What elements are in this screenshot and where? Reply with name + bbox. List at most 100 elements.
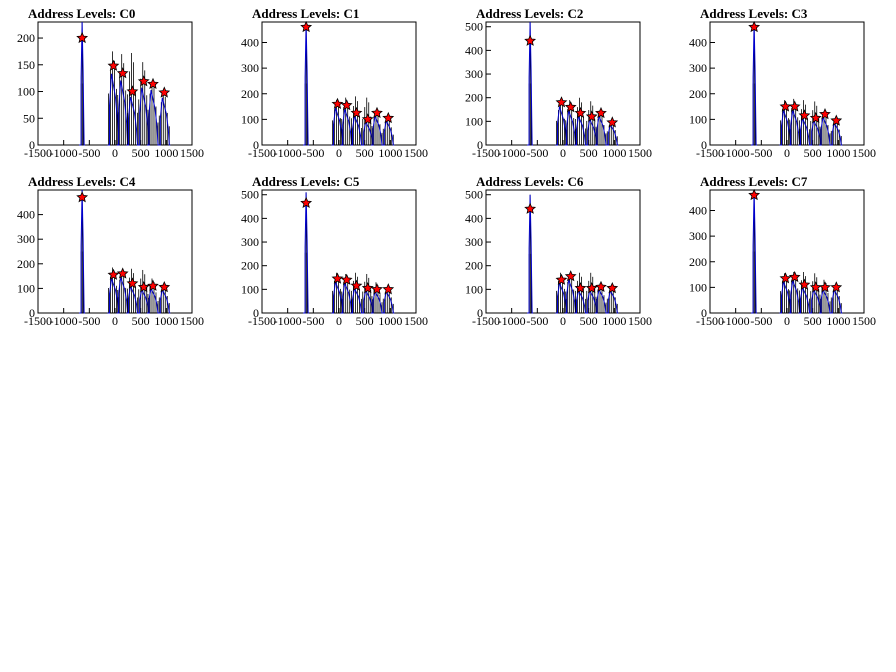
x-tick-label: -1000 bbox=[498, 146, 526, 160]
histogram-envelope bbox=[606, 123, 619, 146]
y-tick-label: 500 bbox=[241, 188, 259, 202]
y-tick-label: 0 bbox=[29, 138, 35, 152]
histogram-envelope bbox=[595, 288, 607, 314]
x-tick-label: 1000 bbox=[154, 146, 178, 160]
peak-marker bbox=[340, 273, 353, 285]
peak-marker bbox=[382, 111, 395, 124]
histogram-envelope bbox=[350, 286, 363, 314]
histogram-envelope bbox=[527, 21, 534, 146]
histogram-envelope bbox=[79, 189, 86, 314]
plot-frame bbox=[485, 189, 641, 314]
peak-marker bbox=[382, 283, 395, 295]
peak-marker bbox=[300, 20, 313, 33]
y-tick-label: 400 bbox=[465, 43, 483, 57]
histogram-envelope bbox=[819, 288, 831, 314]
peak-marker bbox=[779, 272, 792, 284]
y-tick-label: 100 bbox=[689, 280, 707, 294]
histogram-envelope bbox=[564, 110, 577, 146]
x-tick-label: 500 bbox=[580, 314, 598, 328]
histogram-envelope bbox=[303, 192, 310, 314]
x-tick-label: -1000 bbox=[274, 146, 302, 160]
x-tick-label: 0 bbox=[560, 146, 566, 160]
y-tick-label: 200 bbox=[465, 91, 483, 105]
chart-title: Address Levels: C6 bbox=[476, 174, 584, 189]
histogram-envelope bbox=[79, 21, 86, 146]
histogram-envelope bbox=[595, 114, 607, 146]
y-tick-label: 50 bbox=[23, 111, 35, 125]
histogram-envelope bbox=[350, 114, 363, 146]
x-tick-label: 1000 bbox=[378, 314, 402, 328]
y-tick-label: 400 bbox=[241, 36, 259, 50]
peak-marker bbox=[300, 196, 313, 209]
peak-marker bbox=[585, 110, 598, 122]
histogram-envelope bbox=[126, 284, 139, 314]
peak-marker bbox=[158, 281, 171, 293]
peak-marker bbox=[779, 100, 792, 112]
chart-panel-1: Address Levels: C1 0 100 200 300 400 -1500-100… bbox=[241, 6, 428, 160]
histogram-envelope bbox=[116, 80, 129, 146]
histogram-envelope bbox=[340, 281, 353, 314]
histogram-envelope bbox=[158, 288, 171, 314]
peak-marker bbox=[555, 273, 568, 285]
x-tick-label: -1000 bbox=[722, 146, 750, 160]
peak-marker bbox=[798, 278, 811, 290]
peak-marker bbox=[585, 282, 598, 294]
x-tick-label: -500 bbox=[302, 146, 324, 160]
peak-marker bbox=[606, 282, 619, 294]
x-tick-label: -1000 bbox=[50, 146, 78, 160]
x-tick-label: 0 bbox=[784, 314, 790, 328]
histogram-envelope bbox=[382, 290, 395, 314]
peak-marker bbox=[361, 282, 374, 294]
peak-marker bbox=[331, 272, 344, 284]
x-tick-label: 0 bbox=[112, 146, 118, 160]
chart-panel-5: Address Levels: C50100200300400500-1500-… bbox=[241, 174, 428, 328]
histogram-envelope bbox=[371, 114, 383, 146]
histogram-envelope bbox=[331, 280, 344, 314]
histogram-envelope bbox=[798, 116, 811, 146]
x-tick-label: -500 bbox=[526, 314, 548, 328]
peak-marker bbox=[524, 34, 537, 46]
peak-marker bbox=[340, 99, 353, 111]
y-tick-label: 400 bbox=[17, 208, 35, 222]
chart-panel-3: Address Levels: C3 0 100 200 300 400 -1500-100… bbox=[689, 6, 876, 160]
histogram-envelope bbox=[382, 119, 395, 146]
chart-title: Address Levels: C1 bbox=[252, 6, 359, 21]
y-tick-label: 200 bbox=[17, 257, 35, 271]
y-tick-label: 0 bbox=[701, 138, 707, 152]
histogram-envelope bbox=[574, 289, 587, 314]
y-tick-label: 100 bbox=[241, 112, 259, 126]
peak-marker bbox=[819, 107, 831, 120]
peak-marker bbox=[819, 281, 831, 293]
plot-frame bbox=[37, 189, 193, 314]
peak-marker bbox=[371, 283, 383, 295]
chart-title: Address Levels: C2 bbox=[476, 6, 583, 21]
peak-marker bbox=[76, 191, 89, 203]
histogram-envelope bbox=[107, 73, 120, 146]
y-tick-label: 500 bbox=[465, 20, 483, 34]
chart-panel-2: Address Levels: C20100200300400500-1500-… bbox=[465, 6, 652, 160]
peak-marker bbox=[116, 267, 129, 279]
x-tick-label: 1000 bbox=[602, 314, 626, 328]
histogram-envelope bbox=[830, 121, 843, 146]
y-tick-label: 0 bbox=[29, 306, 35, 320]
y-tick-label: 100 bbox=[241, 282, 259, 296]
chart-panel-0: Address Levels: C0 0 50 100 150 200 -1500-1000… bbox=[17, 6, 204, 160]
x-tick-label: -1000 bbox=[498, 314, 526, 328]
peak-marker bbox=[147, 279, 159, 291]
x-tick-label: 1500 bbox=[180, 314, 204, 328]
x-tick-label: 1500 bbox=[852, 314, 876, 328]
plot-frame bbox=[261, 21, 417, 146]
peak-marker bbox=[830, 114, 843, 126]
x-tick-label: -500 bbox=[78, 314, 100, 328]
histogram-envelope bbox=[107, 278, 120, 314]
x-tick-label: 1500 bbox=[628, 314, 652, 328]
chart-title: Address Levels: C3 bbox=[700, 6, 808, 21]
y-tick-label: 200 bbox=[241, 87, 259, 101]
y-tick-label: 200 bbox=[689, 87, 707, 101]
y-tick-label: 300 bbox=[241, 61, 259, 75]
histogram-envelope bbox=[371, 290, 383, 314]
histogram-envelope bbox=[331, 107, 344, 146]
peak-marker bbox=[574, 282, 587, 294]
peak-marker bbox=[809, 111, 822, 124]
peak-marker bbox=[147, 77, 159, 90]
